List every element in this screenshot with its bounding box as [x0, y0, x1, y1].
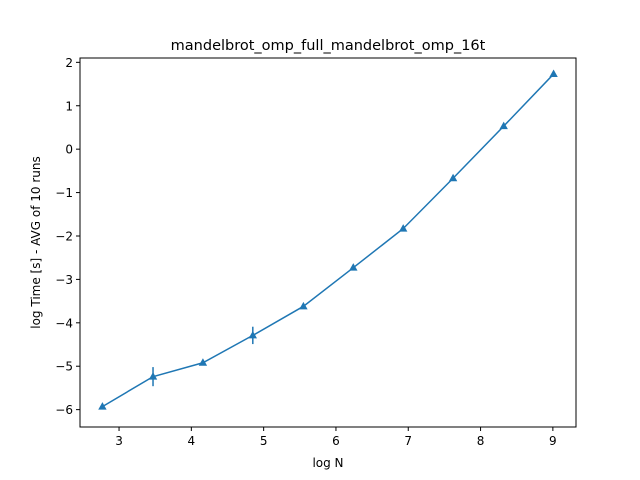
data-point-marker [98, 402, 107, 410]
x-tick-label: 9 [549, 434, 557, 448]
x-tick-label: 7 [404, 434, 412, 448]
x-axis-label: log N [312, 456, 343, 470]
y-tick-label: 1 [65, 99, 73, 113]
y-tick-label: 2 [65, 56, 73, 70]
x-tick-label: 4 [188, 434, 196, 448]
data-point-marker [198, 358, 208, 366]
y-tick-label: −1 [55, 186, 73, 200]
x-tick-label: 8 [477, 434, 485, 448]
plot-content [98, 69, 558, 410]
x-tick-label: 5 [260, 434, 268, 448]
y-tick-label: −2 [55, 229, 73, 243]
y-tick-label: −5 [55, 360, 73, 374]
y-tick-label: −3 [55, 273, 73, 287]
data-point-marker [349, 263, 358, 271]
chart-title: mandelbrot_omp_full_mandelbrot_omp_16t [171, 38, 486, 54]
x-tick-label: 3 [115, 434, 123, 448]
y-axis-ticks: −6 −5 −4 −3 −2 −1 0 1 2 [55, 56, 80, 417]
x-axis-ticks: 3 4 5 6 7 8 9 [115, 427, 557, 448]
data-point-marker [299, 301, 308, 310]
data-point-marker [248, 330, 258, 339]
data-point-marker [448, 173, 458, 182]
plot-frame [79, 57, 577, 428]
y-tick-label: −4 [55, 316, 73, 330]
x-tick-label: 6 [332, 434, 340, 448]
y-tick-label: 0 [65, 143, 73, 157]
series-line [102, 73, 555, 408]
y-axis-label: log Time [s] - AVG of 10 runs [29, 156, 43, 329]
data-point-marker [398, 224, 408, 232]
data-point-marker [148, 372, 158, 380]
data-point-marker [499, 121, 508, 130]
y-tick-label: −6 [55, 403, 73, 417]
data-point-marker [549, 69, 558, 78]
